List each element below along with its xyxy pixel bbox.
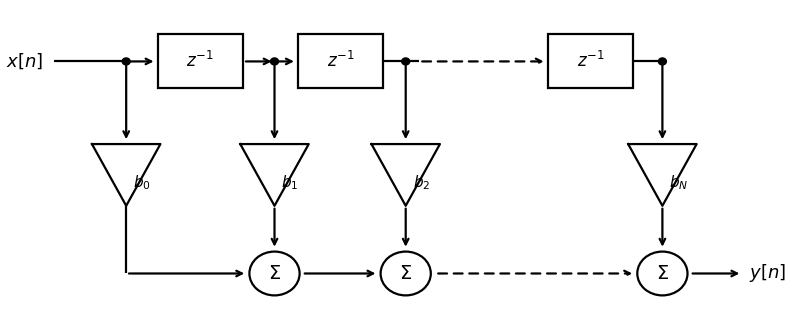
Circle shape: [270, 58, 278, 65]
Bar: [298, 33, 383, 88]
Circle shape: [402, 58, 410, 65]
Text: $\Sigma$: $\Sigma$: [656, 264, 669, 283]
Text: $\Sigma$: $\Sigma$: [268, 264, 281, 283]
Text: $\Sigma$: $\Sigma$: [399, 264, 412, 283]
Text: $b_1$: $b_1$: [282, 173, 298, 192]
Text: $y[n]$: $y[n]$: [749, 263, 786, 284]
Bar: [548, 33, 634, 88]
Circle shape: [381, 252, 431, 295]
Bar: [158, 33, 243, 88]
Text: $z^{-1}$: $z^{-1}$: [186, 51, 214, 71]
Circle shape: [658, 58, 666, 65]
Text: $z^{-1}$: $z^{-1}$: [327, 51, 354, 71]
Text: $b_2$: $b_2$: [413, 173, 430, 192]
Circle shape: [122, 58, 130, 65]
Text: $z^{-1}$: $z^{-1}$: [577, 51, 604, 71]
Text: $b_N$: $b_N$: [670, 173, 689, 192]
Text: $x[n]$: $x[n]$: [6, 52, 43, 71]
Circle shape: [638, 252, 687, 295]
Text: $b_0$: $b_0$: [133, 173, 151, 192]
Circle shape: [250, 252, 300, 295]
